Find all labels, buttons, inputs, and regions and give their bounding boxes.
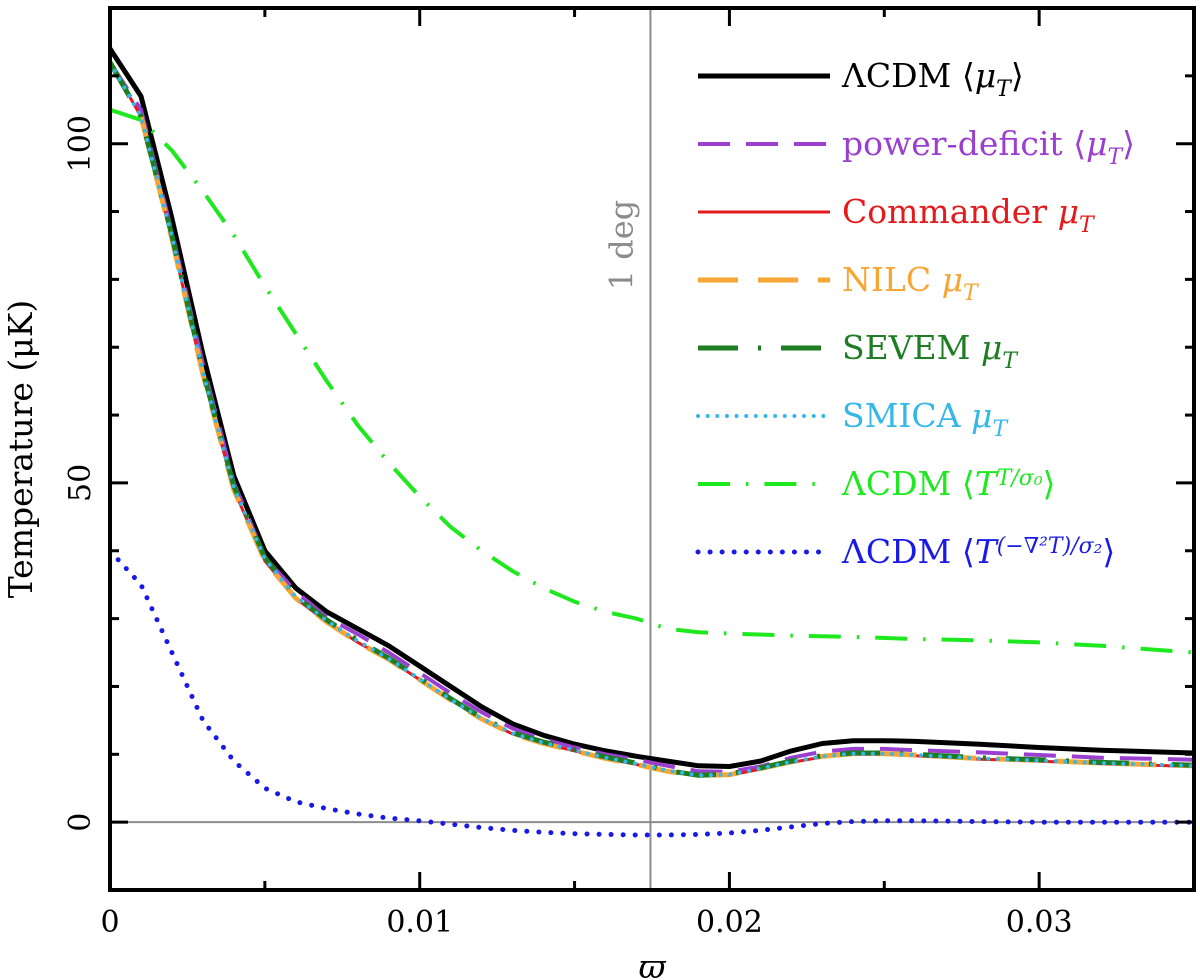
ref-line-label: 1 deg xyxy=(602,200,640,290)
series-line-1 xyxy=(110,61,1194,774)
legend-entry-6: ΛCDM ⟨TT/σ₀⟩ xyxy=(841,464,1056,503)
x-tick-label: 0.03 xyxy=(1006,905,1073,940)
y-tick-label: 0 xyxy=(63,813,98,832)
axis-ticks: 0 0.01 0.02 0.03 0 50 100 xyxy=(63,6,1196,940)
x-tick-label: 0.01 xyxy=(386,905,453,940)
series-line-6 xyxy=(110,107,1194,655)
y-tick-label: 50 xyxy=(63,464,98,502)
legend-entry-5: SMICA μT xyxy=(842,396,1009,442)
axis-labels: ϖ Temperature (μK) xyxy=(1,300,667,980)
legend-entry-1: power-deficit ⟨μT⟩ xyxy=(842,124,1135,170)
legend-entry-2: Commander μT xyxy=(842,192,1096,238)
series-line-0 xyxy=(110,47,1194,769)
legend-entry-4: SEVEM μT xyxy=(842,328,1019,374)
plot-frame xyxy=(108,6,1196,892)
y-tick-label: 100 xyxy=(63,115,98,172)
y-axis-title: Temperature (μK) xyxy=(1,300,40,599)
series-line-7 xyxy=(110,548,1194,838)
series-line-2 xyxy=(110,61,1194,778)
series-line-4 xyxy=(110,61,1194,778)
reference-lines: 1 deg xyxy=(110,8,1194,890)
series-line-3 xyxy=(110,61,1194,778)
x-axis-title: ϖ xyxy=(639,947,667,980)
series-line-5 xyxy=(110,60,1194,778)
x-tick-label: 0.02 xyxy=(696,905,763,940)
legend: ΛCDM ⟨μT⟩ power-deficit ⟨μT⟩ Commander μT N… xyxy=(695,56,1135,571)
x-tick-label: 0 xyxy=(100,905,119,940)
legend-entry-3: NILC μT xyxy=(842,260,980,306)
legend-entry-0: ΛCDM ⟨μT⟩ xyxy=(841,56,1024,102)
series-layer xyxy=(110,47,1194,838)
legend-entry-7: ΛCDM ⟨T(−∇²T)/σ₂⟩ xyxy=(841,532,1115,571)
